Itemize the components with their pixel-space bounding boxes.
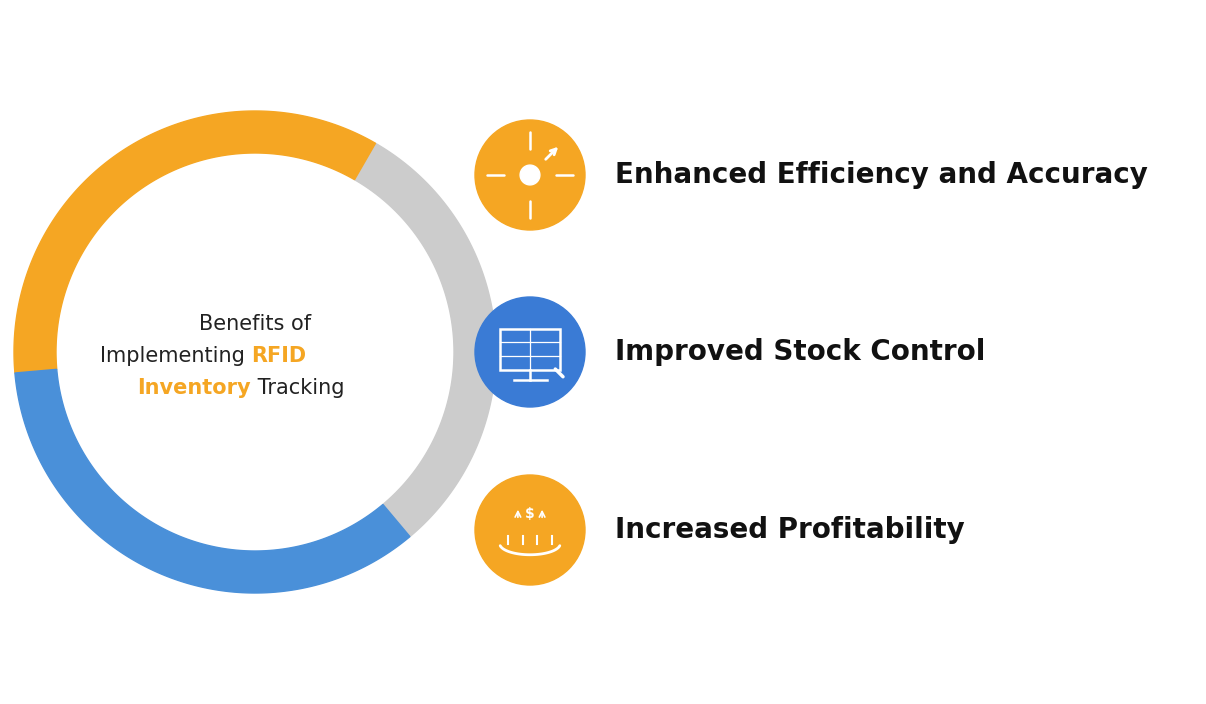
Text: RFID: RFID [251, 346, 306, 366]
Text: Enhanced Efficiency and Accuracy: Enhanced Efficiency and Accuracy [615, 161, 1148, 189]
Polygon shape [355, 144, 496, 536]
Circle shape [520, 165, 540, 185]
Text: Improved Stock Control: Improved Stock Control [615, 338, 985, 366]
Text: Implementing: Implementing [100, 346, 251, 366]
Polygon shape [14, 370, 410, 593]
Circle shape [475, 120, 585, 230]
Text: Benefits of: Benefits of [199, 314, 311, 334]
Text: Increased Profitability: Increased Profitability [615, 516, 965, 544]
Polygon shape [14, 111, 375, 373]
Text: Inventory: Inventory [137, 378, 251, 398]
Circle shape [475, 475, 585, 585]
Text: $: $ [525, 506, 535, 520]
Text: Tracking: Tracking [251, 378, 345, 398]
Circle shape [475, 297, 585, 407]
